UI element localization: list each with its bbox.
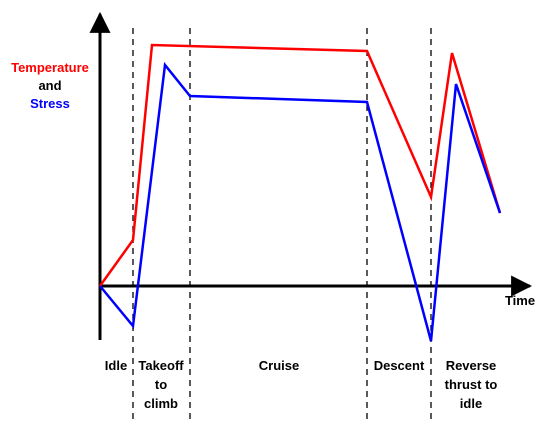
phase-label-cruise: Cruise <box>259 358 299 373</box>
phase-label-takeoff-1: Takeoff <box>138 358 184 373</box>
ylabel-stress: Stress <box>30 96 70 111</box>
phase-label-reverse-2: thrust to <box>445 377 498 392</box>
phase-label-takeoff-3: climb <box>144 396 178 411</box>
ylabel-temperature: Temperature <box>11 60 89 75</box>
stress-line <box>99 61 502 342</box>
phase-labels: Idle Takeoff to climb Cruise Descent Rev… <box>105 358 498 411</box>
phase-label-reverse-3: idle <box>460 396 482 411</box>
ylabel-and: and <box>38 78 61 93</box>
phase-label-takeoff-2: to <box>155 377 167 392</box>
phase-label-idle: Idle <box>105 358 127 373</box>
phase-label-descent: Descent <box>374 358 425 373</box>
xlabel-time: Time <box>505 293 535 308</box>
phase-label-reverse-1: Reverse <box>446 358 497 373</box>
temperature-line <box>98 43 502 287</box>
